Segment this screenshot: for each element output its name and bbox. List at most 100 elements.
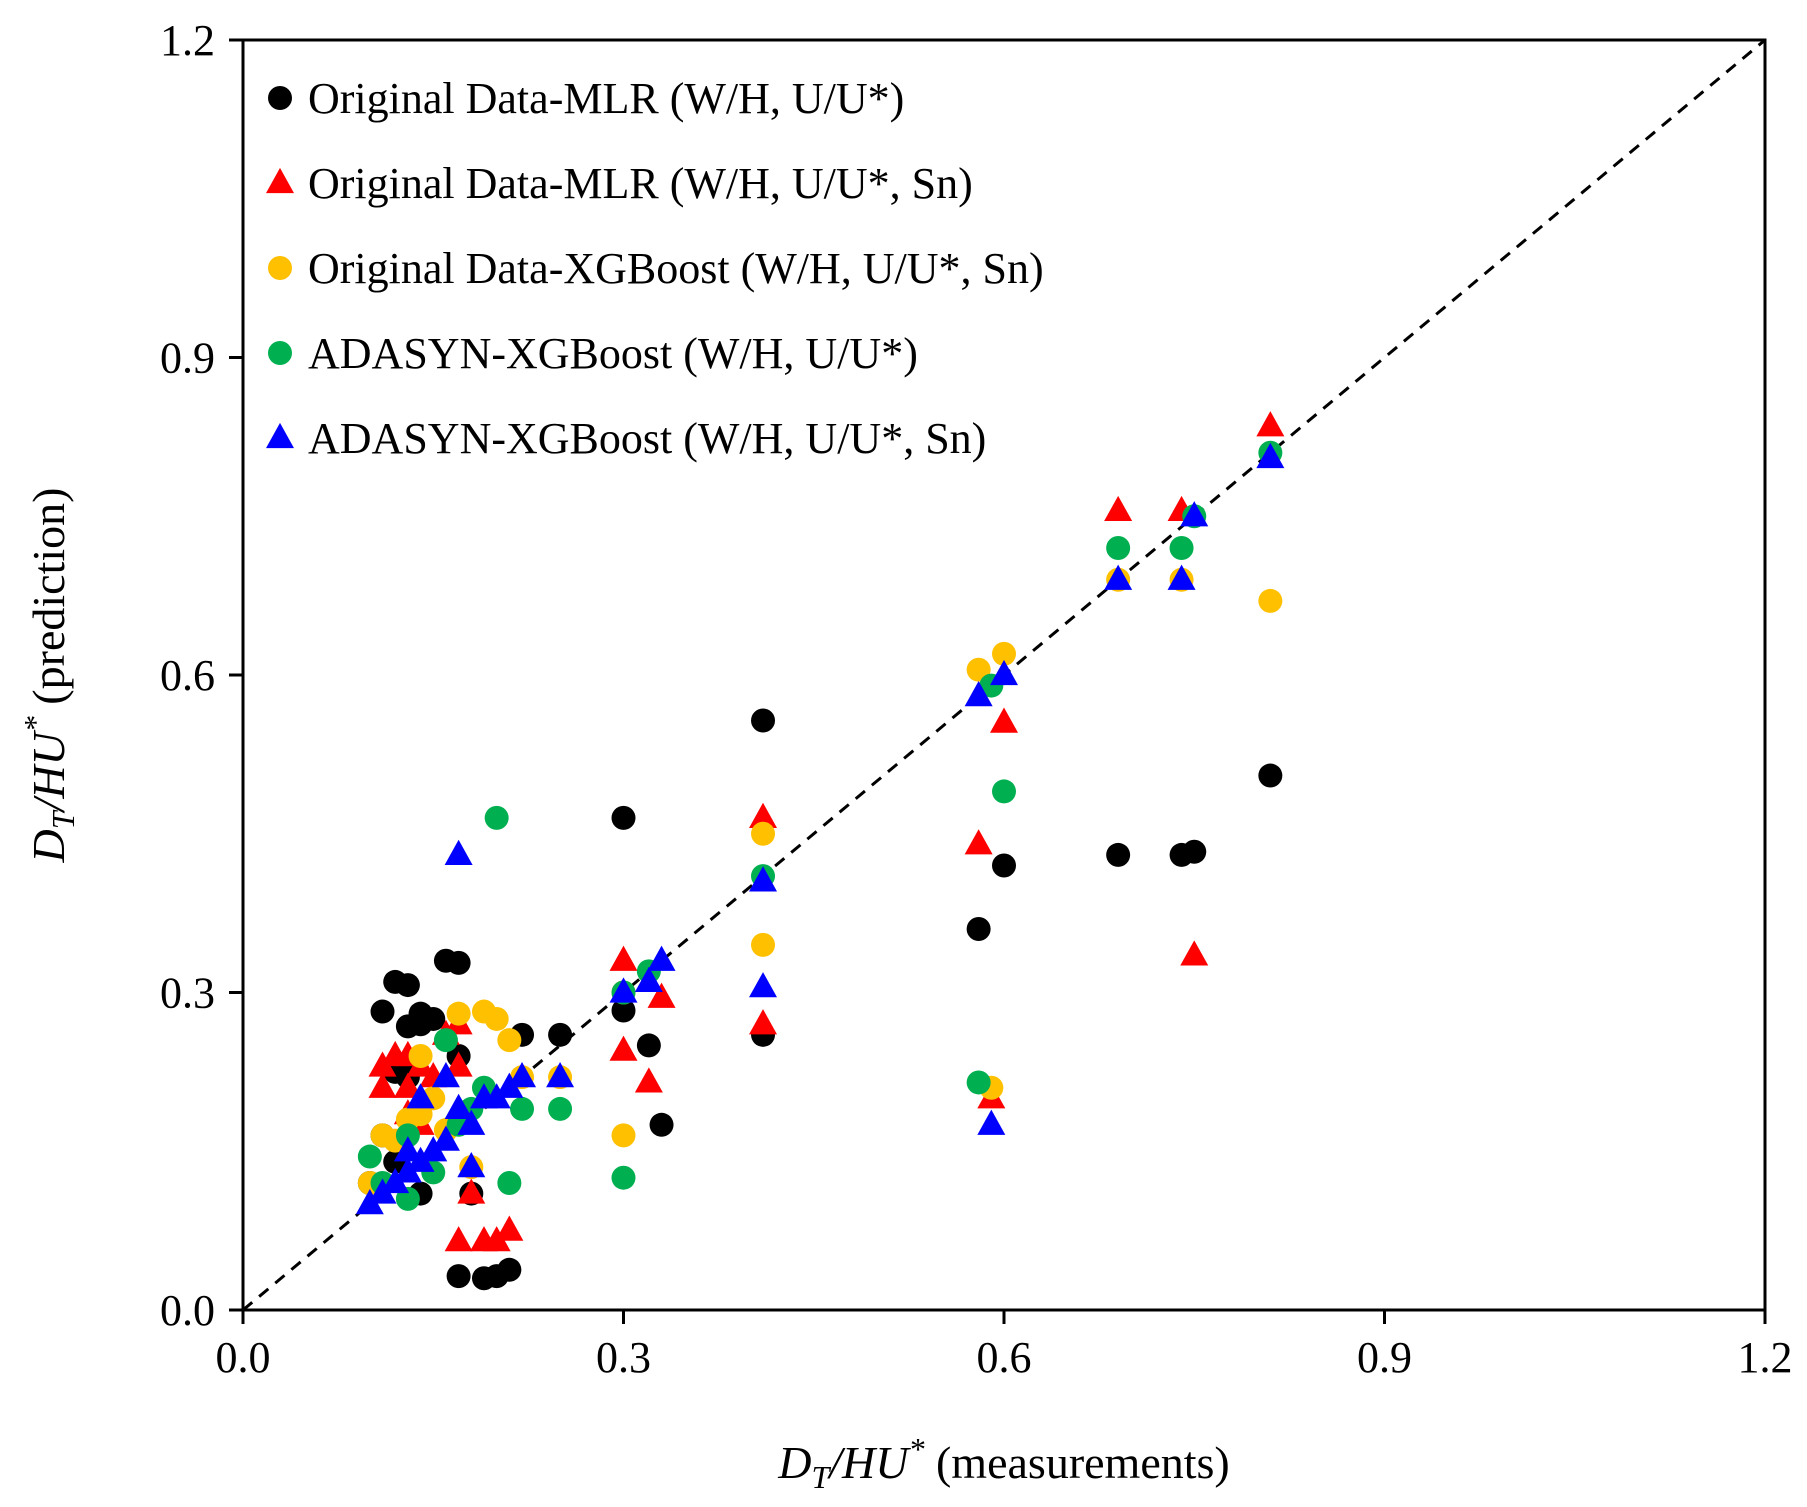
data-point-series-5	[964, 681, 993, 707]
data-point-series-3	[611, 1123, 636, 1148]
legend-item: Original Data-MLR (W/H, U/U*, Sn)	[266, 159, 973, 208]
legend-marker	[268, 86, 292, 110]
data-point-series-5	[444, 1093, 473, 1119]
y-tick-label: 1.2	[160, 16, 215, 65]
data-point-series-2	[457, 1178, 486, 1204]
data-point-series-4	[966, 1070, 991, 1095]
legend-label: Original Data-XGBoost (W/H, U/U*, Sn)	[308, 244, 1044, 293]
data-point-series-5	[1180, 501, 1209, 527]
data-point-series-5	[431, 1125, 460, 1151]
data-point-series-3	[1258, 588, 1283, 613]
y-label-rest: (prediction)	[23, 488, 74, 717]
legend: Original Data-MLR (W/H, U/U*) Original Da…	[266, 74, 1044, 463]
data-point-series-2	[647, 982, 676, 1008]
legend-item: Original Data-XGBoost (W/H, U/U*, Sn)	[268, 244, 1044, 293]
data-point-series-5	[977, 1109, 1006, 1135]
legend-marker	[268, 256, 292, 280]
x-axis-label: DT/HU* (measurements)	[777, 1431, 1230, 1495]
x-tick-label: 1.2	[1738, 1333, 1793, 1382]
data-point-series-3	[408, 1044, 433, 1068]
data-point-series-5	[634, 966, 663, 992]
data-point-series-1	[446, 950, 471, 975]
y-label-mid: /HU	[23, 729, 74, 814]
data-point-series-5	[990, 659, 1018, 686]
x-tick-label: 0.0	[216, 1333, 271, 1382]
data-point-series-4	[510, 1096, 535, 1121]
data-point-series-2	[1256, 411, 1285, 437]
data-point-series-4	[433, 1028, 458, 1053]
legend-label: Original Data-MLR (W/H, U/U*)	[308, 74, 904, 123]
legend-item: ADASYN-XGBoost (W/H, U/U*, Sn)	[266, 414, 986, 463]
data-point-series-3	[484, 1006, 509, 1031]
data-point-series-2	[634, 1067, 663, 1093]
data-point-series-1	[1106, 842, 1131, 867]
data-point-series-2	[609, 1035, 638, 1061]
data-point-series-2	[964, 829, 993, 855]
y-label-sup: *	[17, 716, 53, 732]
data-point-series-3	[751, 821, 776, 846]
data-point-series-4	[611, 1165, 636, 1190]
data-point-series-1	[497, 1257, 522, 1282]
ticks-layer: 0.0 0.3 0.6 0.9 1.2 0.0 0.3 0.6 0.9 1.2	[160, 16, 1793, 1382]
data-point-series-5	[609, 977, 638, 1003]
y-tick-label: 0.3	[160, 969, 215, 1018]
data-point-series-4	[357, 1144, 382, 1169]
data-point-series-5	[431, 1062, 460, 1088]
y-label-d: D	[23, 829, 74, 863]
legend-label: ADASYN-XGBoost (W/H, U/U*, Sn)	[308, 414, 986, 463]
legend-label: ADASYN-XGBoost (W/H, U/U*)	[308, 329, 918, 378]
data-point-series-5	[749, 866, 778, 892]
x-label-sub: T	[811, 1459, 831, 1495]
data-point-series-4	[497, 1171, 522, 1195]
data-point-series-1	[1182, 839, 1207, 864]
data-point-series-5	[546, 1062, 575, 1088]
data-point-series-1	[611, 998, 636, 1023]
legend-label: Original Data-MLR (W/H, U/U*, Sn)	[308, 159, 973, 208]
data-point-series-2	[749, 1009, 778, 1035]
legend-item: Original Data-MLR (W/H, U/U*)	[268, 74, 904, 123]
series-5	[355, 442, 1285, 1215]
legend-marker	[268, 341, 292, 365]
data-point-series-5	[444, 839, 473, 865]
data-point-series-5	[393, 1136, 422, 1162]
data-point-series-3	[497, 1028, 522, 1053]
data-point-series-5	[1104, 564, 1133, 590]
data-point-series-2	[444, 1051, 473, 1077]
data-point-series-2	[444, 1226, 473, 1252]
data-point-series-2	[1180, 940, 1209, 966]
data-point-series-4	[1169, 536, 1194, 560]
x-label-d: D	[777, 1437, 811, 1488]
y-tick-label: 0.6	[160, 651, 215, 700]
data-point-series-4	[548, 1096, 573, 1121]
data-point-series-1	[966, 917, 991, 941]
data-point-series-2	[749, 802, 778, 828]
x-tick-label: 0.3	[596, 1333, 651, 1382]
data-point-series-2	[393, 1072, 422, 1098]
data-point-series-2	[990, 707, 1018, 733]
data-point-series-5	[406, 1083, 435, 1109]
data-point-series-2	[1104, 495, 1133, 522]
data-point-series-3	[751, 932, 776, 957]
data-point-series-5	[457, 1152, 486, 1178]
data-point-series-5	[1256, 442, 1285, 469]
data-point-series-1	[751, 708, 776, 733]
data-point-series-1	[611, 805, 636, 830]
x-label-rest: (measurements)	[924, 1437, 1229, 1488]
data-point-series-5	[457, 1109, 486, 1135]
data-point-series-5	[749, 972, 778, 998]
data-point-series-3	[446, 1001, 471, 1026]
data-point-series-5	[647, 945, 676, 971]
data-point-series-1	[636, 1033, 661, 1058]
y-tick-label: 0.0	[160, 1286, 215, 1335]
data-point-series-2	[609, 945, 638, 971]
data-point-series-2	[368, 1072, 397, 1098]
data-point-series-3	[992, 641, 1016, 666]
data-point-series-4	[395, 1123, 420, 1148]
data-point-series-1	[421, 1006, 446, 1031]
data-point-series-4	[484, 805, 509, 830]
data-points-layer	[355, 411, 1285, 1291]
y-tick-label: 0.9	[160, 334, 215, 383]
legend-marker	[266, 167, 294, 194]
